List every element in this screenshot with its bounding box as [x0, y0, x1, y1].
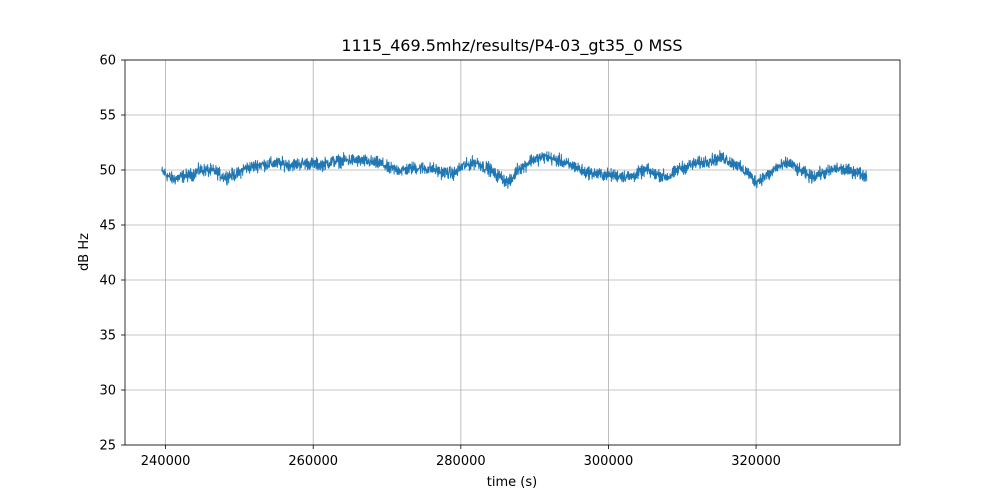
- x-tick-label: 240000: [141, 454, 191, 469]
- y-tick-label: 55: [99, 109, 116, 124]
- x-tick-label: 300000: [584, 454, 634, 469]
- chart-title: 1115_469.5mhz/results/P4-03_gt35_0 MSS: [341, 36, 682, 56]
- y-tick-label: 40: [99, 274, 116, 289]
- x-tick-label: 280000: [436, 454, 486, 469]
- y-tick-label: 35: [99, 329, 116, 344]
- y-tick-label: 60: [99, 54, 116, 69]
- x-tick-label: 320000: [731, 454, 781, 469]
- y-axis-label: dB Hz: [77, 233, 92, 271]
- y-tick-label: 30: [99, 384, 116, 399]
- y-tick-label: 45: [99, 219, 116, 234]
- plot-area-frame: [124, 59, 901, 446]
- y-tick-label: 50: [99, 164, 116, 179]
- y-tick-label: 25: [99, 439, 116, 454]
- grid: [125, 59, 900, 446]
- x-tick-label: 260000: [288, 454, 338, 469]
- x-axis-label: time (s): [487, 475, 537, 490]
- series-line: [161, 149, 868, 189]
- series-layer: [161, 149, 868, 189]
- axis-ticks: 240000 260000 280000 300000 320000 25 30 35 40 45…: [99, 54, 780, 470]
